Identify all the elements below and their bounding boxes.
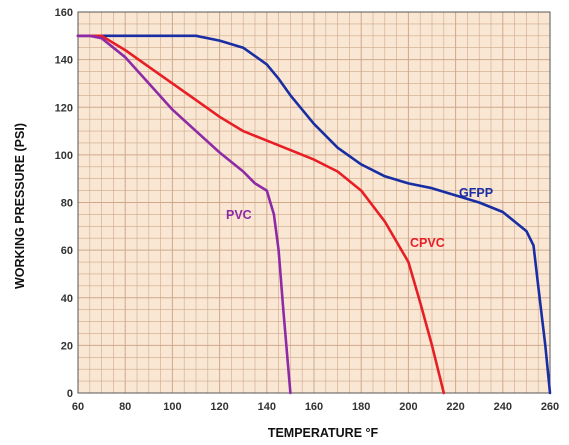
- x-tick-label: 200: [399, 401, 417, 413]
- series-label-cpvc: CPVC: [410, 236, 445, 250]
- series-lines: [76, 34, 552, 395]
- x-tick-labels: 60 80 100 120 140 160 180 200 220 240 260: [72, 401, 559, 413]
- series-line-cpvc: [76, 34, 446, 395]
- y-tick-label: 0: [67, 388, 73, 400]
- x-axis-title: TEMPERATURE °F: [268, 426, 379, 440]
- y-tick-labels: 0 20 40 60 80 100 120 140 160: [55, 7, 73, 400]
- y-tick-label: 40: [61, 293, 73, 305]
- y-axis-title: WORKING PRESSURE (PSI): [13, 123, 27, 289]
- x-tick-label: 100: [163, 401, 181, 413]
- y-tick-label: 100: [55, 150, 73, 162]
- y-tick-label: 60: [61, 245, 73, 257]
- plot-frame: [77, 11, 551, 394]
- x-tick-label: 260: [541, 401, 559, 413]
- series-label-pvc: PVC: [226, 208, 252, 222]
- y-tick-label: 80: [61, 198, 73, 210]
- series-line-pvc: [76, 34, 292, 395]
- series-label-gfpp: GFPP: [459, 186, 493, 200]
- x-tick-label: 60: [72, 401, 84, 413]
- x-tick-label: 120: [210, 401, 228, 413]
- x-tick-label: 160: [305, 401, 323, 413]
- y-tick-label: 20: [61, 340, 73, 352]
- series-line-gfpp: [76, 34, 552, 395]
- x-tick-label: 240: [494, 401, 512, 413]
- y-tick-label: 160: [55, 7, 73, 19]
- x-tick-label: 220: [446, 401, 464, 413]
- x-tick-label: 80: [119, 401, 131, 413]
- y-tick-label: 120: [55, 102, 73, 114]
- y-tick-label: 140: [55, 55, 73, 67]
- x-tick-label: 140: [258, 401, 276, 413]
- x-tick-label: 180: [352, 401, 370, 413]
